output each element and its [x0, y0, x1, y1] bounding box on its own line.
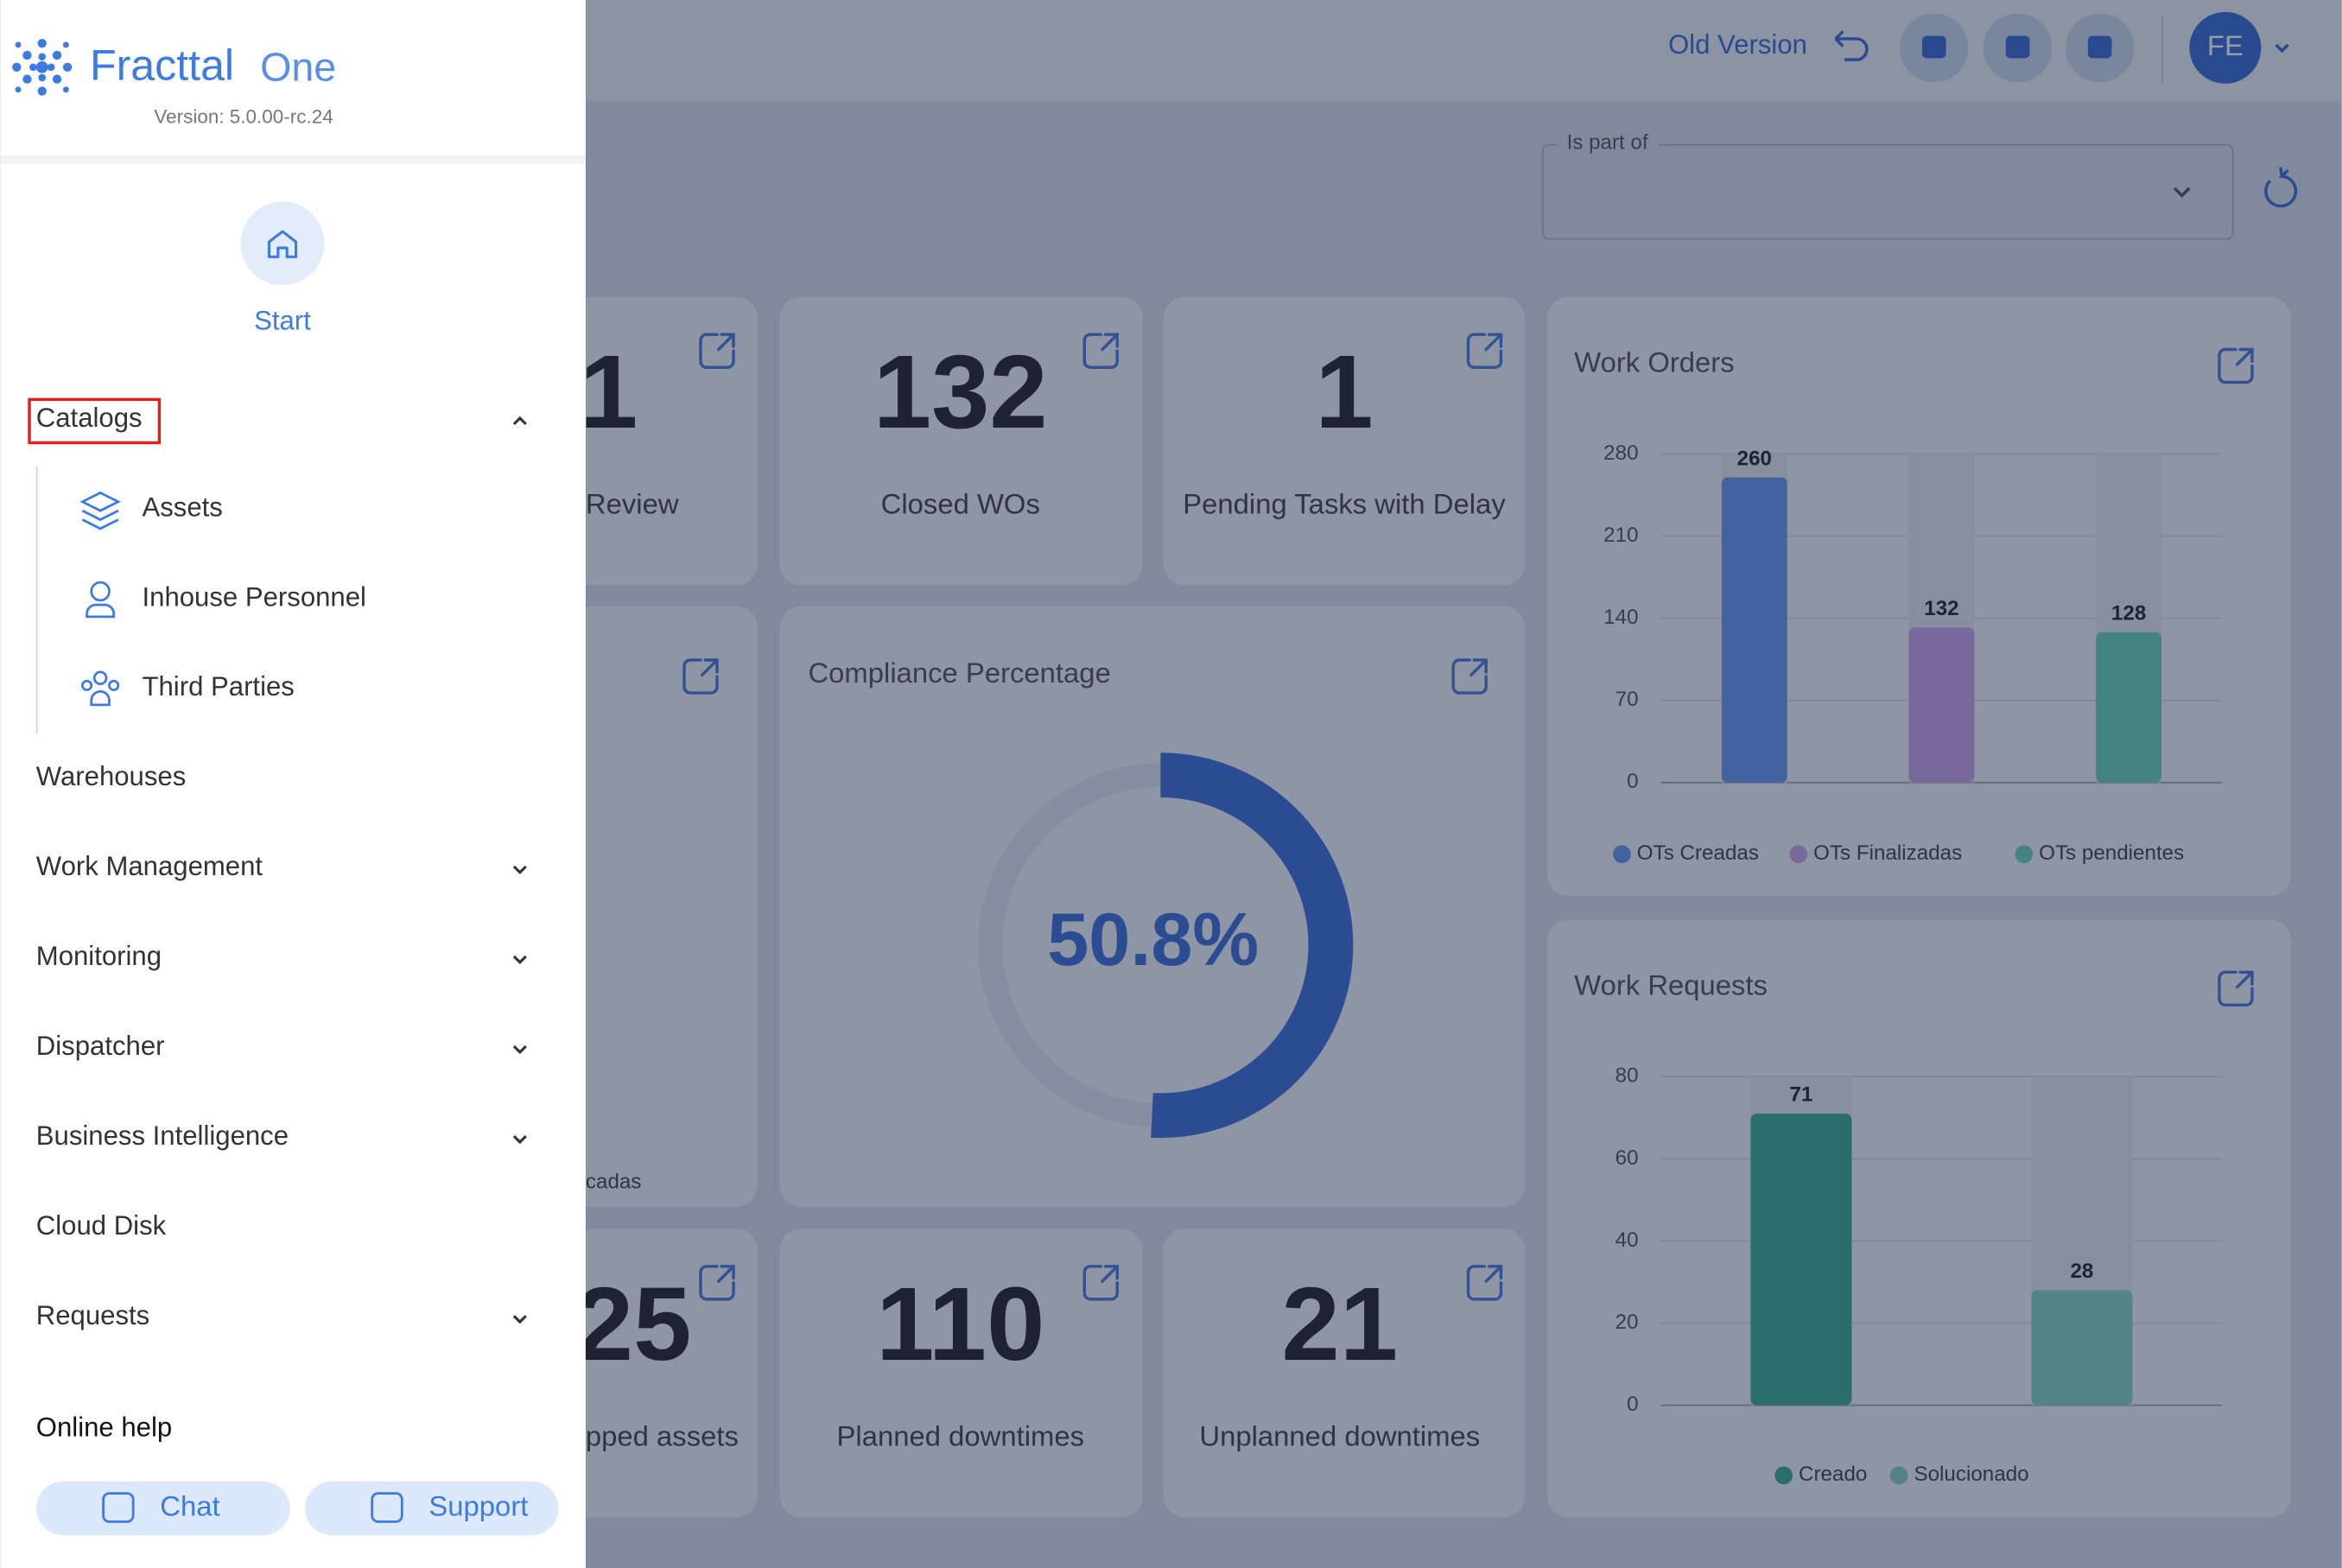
chevron-down: [512, 865, 527, 875]
logo-dot: [29, 63, 37, 72]
logo-dot: [52, 50, 62, 60]
logo-dot: [22, 74, 32, 84]
menu-item[interactable]: Requests: [36, 1300, 149, 1330]
submenu-item[interactable]: Inhouse Personnel: [143, 581, 366, 612]
chat-button[interactable]: [35, 1481, 290, 1535]
logo-dot: [37, 38, 47, 48]
submenu-item[interactable]: Third Parties: [143, 671, 295, 701]
support-button[interactable]: [304, 1481, 559, 1535]
menu-item[interactable]: Work Management: [36, 851, 263, 881]
menu-icon: [86, 581, 116, 619]
support-label[interactable]: Support: [428, 1490, 528, 1522]
logo-dot: [62, 86, 69, 93]
logo-dot: [38, 53, 47, 61]
chat-label[interactable]: Chat: [160, 1490, 219, 1522]
logo-brand: Fracttal: [90, 41, 234, 90]
logo-dot: [37, 86, 47, 96]
logo-dot: [52, 74, 62, 84]
logo-dot: [62, 62, 73, 72]
menu-item[interactable]: Monitoring: [36, 941, 162, 971]
chevron-down: [512, 1044, 527, 1055]
start-label[interactable]: Start: [254, 306, 311, 336]
chevron-down: [512, 1134, 527, 1145]
menu-item[interactable]: Cloud Disk: [36, 1210, 167, 1241]
menu-item[interactable]: Business Intelligence: [36, 1120, 289, 1151]
chat-icon: [102, 1492, 135, 1523]
online-help-title: Online help: [36, 1412, 172, 1442]
logo-dot: [47, 63, 55, 72]
home-icon: [267, 230, 298, 258]
menu-item[interactable]: Dispatcher: [36, 1031, 165, 1061]
start-button[interactable]: [240, 201, 325, 286]
menu-item[interactable]: Catalogs: [36, 403, 143, 433]
logo-dot: [15, 41, 22, 48]
logo-dot: [15, 86, 22, 93]
version-label: Version: 5.0.00-rc.24: [154, 105, 333, 127]
logo-dot: [38, 73, 47, 82]
sidebar-header-shadow: [0, 155, 586, 165]
support-icon: [371, 1492, 403, 1523]
logo-suffix: One: [260, 45, 336, 90]
highlight-box: [28, 397, 162, 445]
logo-dot: [22, 50, 32, 60]
logo-dot: [35, 60, 48, 73]
chevron-up: [512, 416, 527, 426]
chevron-down: [512, 1315, 527, 1324]
chevron-down: [512, 955, 527, 965]
submenu-item[interactable]: Assets: [143, 492, 223, 523]
menu-item[interactable]: Warehouses: [36, 761, 187, 791]
logo-dot: [62, 41, 69, 48]
menu-icon: [81, 670, 120, 707]
menu-icon: [79, 491, 121, 530]
logo-dot: [12, 62, 22, 72]
